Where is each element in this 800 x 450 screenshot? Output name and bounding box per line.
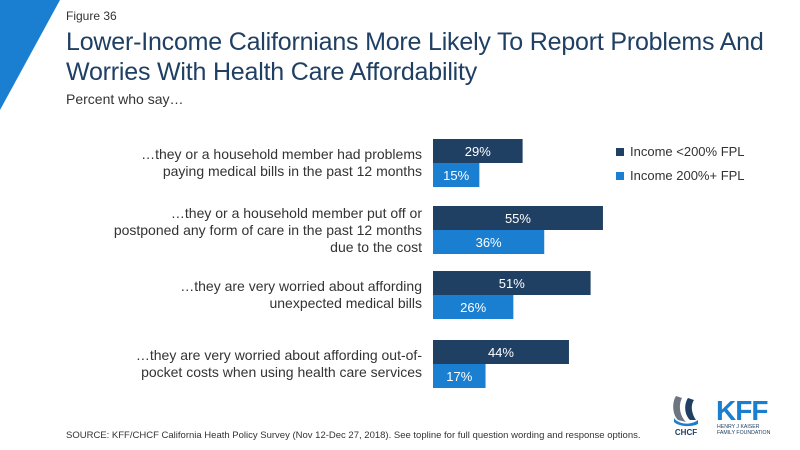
bar-high-income-1 [433,163,480,187]
bar-low-income-4 [433,340,569,364]
category-label-4: …they are very worried about affording o… [92,347,422,381]
legend-swatch-high-income [616,172,624,180]
kff-logo: KFF HENRY J KAISER FAMILY FOUNDATION [716,395,771,436]
category-label-line: due to the cost [330,238,422,255]
data-label-low-income-4: 44% [488,345,514,360]
category-label-line: pocket costs when using health care serv… [141,364,422,380]
legend-label-low-income: Income <200% FPL [630,144,745,159]
category-label-line: …they or a household member put off or [170,204,422,221]
category-label-1: …they or a household member had problems… [92,146,422,180]
category-label-line: postponed any form of care in the past 1… [113,221,422,238]
bar-high-income-3 [433,295,514,319]
category-label-line: …they are very worried about affording [180,278,422,294]
legend-label-high-income: Income 200%+ FPL [630,168,745,183]
kff-logo-subtext-2: FAMILY FOUNDATION [717,430,771,436]
data-label-low-income-3: 51% [499,276,525,291]
category-label-line: …they are very worried about affording o… [135,347,422,363]
data-label-low-income-1: 29% [465,144,491,159]
chcf-logo: CHCF [673,396,698,437]
category-label-3: …they are very worried about affording un… [92,278,422,312]
bar-high-income-2 [433,230,545,254]
source-note: SOURCE: KFF/CHCF California Heath Policy… [66,430,641,441]
bar-high-income-4 [433,364,486,388]
bar-low-income-3 [433,271,591,295]
data-label-low-income-2: 55% [505,211,531,226]
category-label-2: …they or a household member put off or po… [92,205,422,256]
data-label-high-income-4: 17% [446,369,472,384]
bar-low-income-2 [433,206,603,230]
chcf-logo-text: CHCF [675,428,697,437]
bar-low-income-1 [433,139,523,163]
category-label-line: …they or a household member had problems [141,146,422,162]
chart-subtitle: Percent who say… [66,91,184,107]
legend-item-high-income: Income 200%+ FPL [616,168,745,183]
category-label-line: unexpected medical bills [269,295,422,311]
kff-logo-text: KFF [716,395,768,426]
figure-label: Figure 36 [66,9,117,23]
data-label-high-income-3: 26% [460,300,486,315]
corner-accent-triangle [0,0,60,110]
legend-swatch-low-income [616,148,624,156]
legend-item-low-income: Income <200% FPL [616,144,745,159]
kff-logo-subtext-1: HENRY J KAISER [717,424,760,430]
category-label-line: paying medical bills in the past 12 mont… [162,163,422,179]
chart-title: Lower-Income Californians More Likely To… [66,28,764,86]
data-label-high-income-1: 15% [443,168,469,183]
data-label-high-income-2: 36% [476,235,502,250]
